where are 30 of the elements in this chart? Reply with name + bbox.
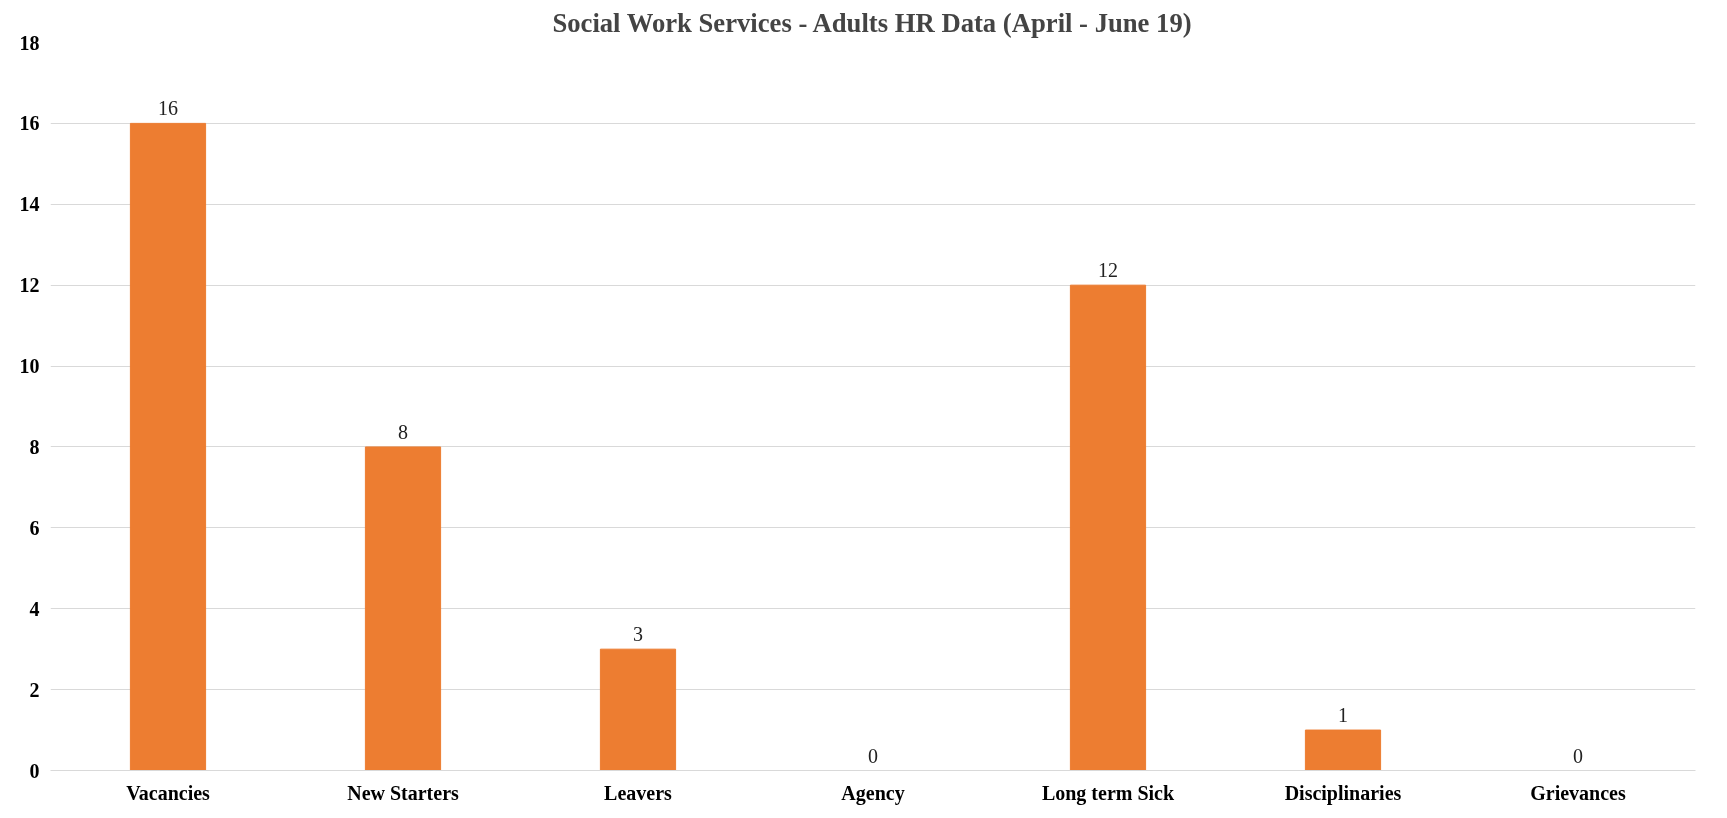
bar bbox=[1069, 284, 1147, 771]
y-tick-label: 18 bbox=[19, 31, 40, 54]
data-label: 1 bbox=[1338, 704, 1348, 727]
bar bbox=[1304, 729, 1382, 771]
x-tick-label: Long term Sick bbox=[1041, 781, 1175, 805]
y-tick-label: 16 bbox=[19, 112, 40, 135]
chart-title: Social Work Services - Adults HR Data (April - June 19) bbox=[552, 7, 1192, 38]
data-label: 0 bbox=[1573, 744, 1583, 767]
x-tick-label: Disciplinaries bbox=[1284, 781, 1402, 805]
x-tick-label: Grievances bbox=[1530, 781, 1626, 804]
data-label: 12 bbox=[1098, 259, 1118, 282]
y-tick-label: 0 bbox=[29, 759, 40, 782]
y-tick-label: 2 bbox=[29, 678, 40, 701]
y-tick-label: 4 bbox=[29, 597, 40, 620]
y-tick-label: 6 bbox=[29, 516, 40, 539]
x-tick-label: New Starters bbox=[347, 781, 460, 804]
x-tick-label: Vacancies bbox=[126, 781, 211, 804]
data-label: 0 bbox=[868, 744, 878, 767]
bar bbox=[599, 648, 677, 771]
y-tick-label: 8 bbox=[29, 435, 40, 458]
x-tick-label: Leavers bbox=[604, 781, 673, 804]
data-label: 8 bbox=[398, 420, 408, 443]
bar bbox=[364, 446, 442, 771]
bar bbox=[129, 122, 207, 771]
data-label: 3 bbox=[633, 623, 643, 646]
y-tick-label: 14 bbox=[19, 193, 40, 216]
y-tick-label: 10 bbox=[19, 355, 40, 378]
x-tick-label: Agency bbox=[841, 781, 905, 805]
data-label: 16 bbox=[158, 97, 178, 120]
y-tick-label: 12 bbox=[19, 274, 40, 297]
